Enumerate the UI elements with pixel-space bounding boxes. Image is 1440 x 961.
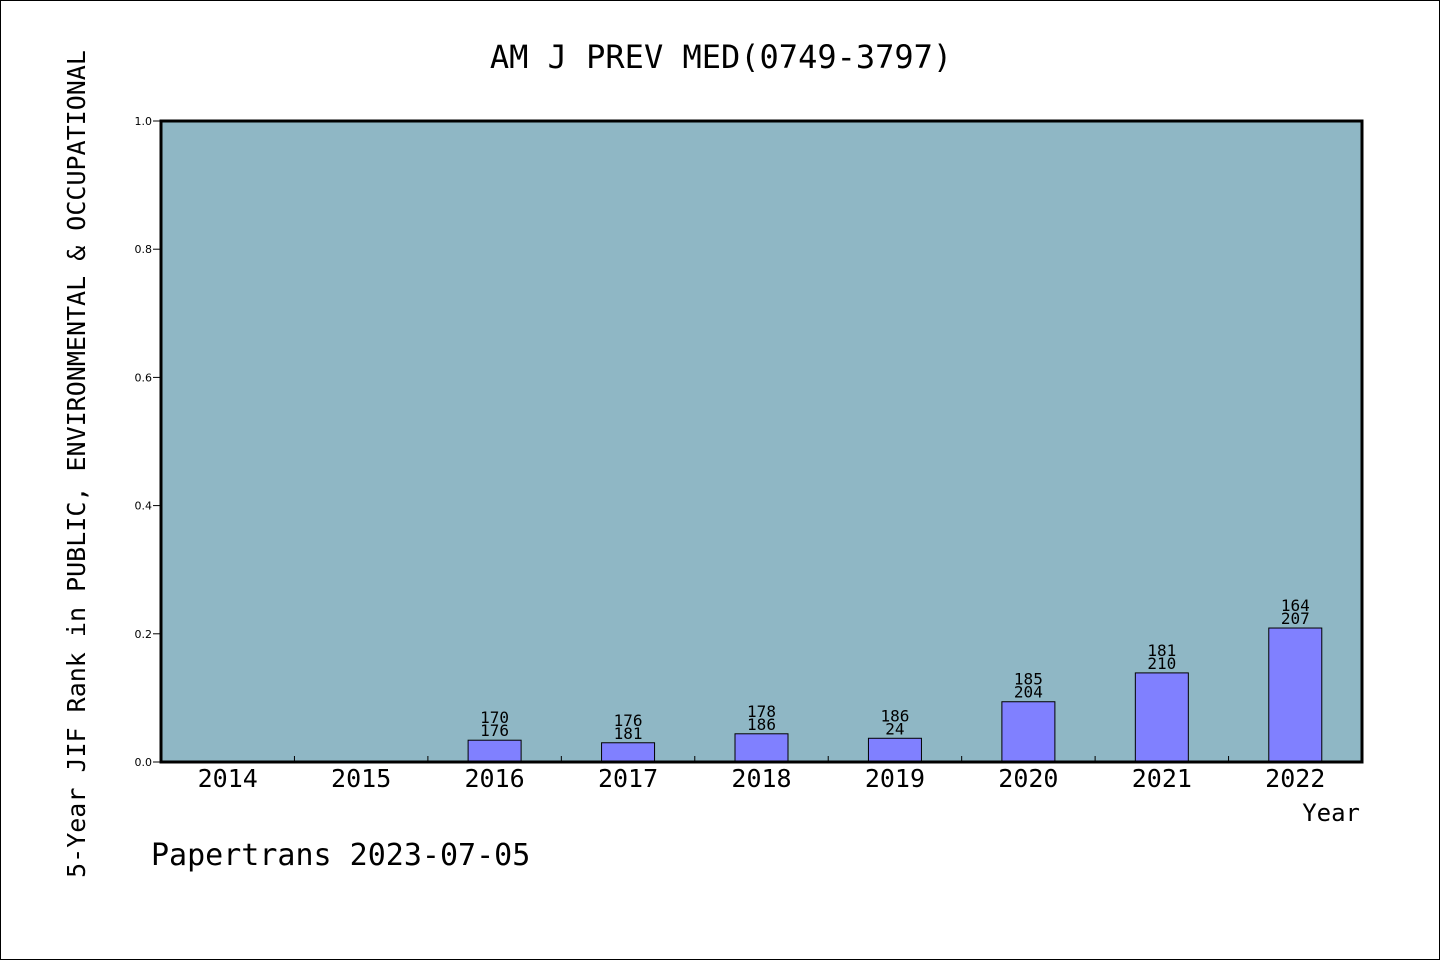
y-tick-label: 0.0 [135,756,153,769]
bar-data-label: 185 [1014,670,1043,689]
bar-data-label: 176 [480,721,509,740]
y-tick-label: 1.0 [135,115,153,128]
footer-credit: Papertrans 2023-07-05 [151,838,530,873]
bar [467,739,522,763]
bar-data-label: 204 [1014,683,1043,702]
y-axis-label: 5-Year JIF Rank in PUBLIC, ENVIRONMENTAL… [62,50,91,878]
y-tick-label: 0.4 [135,500,153,513]
bar [1268,627,1323,763]
bar-data-label: 24 [885,719,904,738]
x-tick-label: 2019 [865,764,925,793]
bar [734,733,789,763]
x-tick-label: 2014 [198,764,258,793]
plot-area [159,119,1364,764]
bar [1001,701,1056,763]
y-axis: 0.0 0.2 0.4 0.6 0.8 1.0 [135,115,161,769]
x-tick-label: 2016 [465,764,525,793]
plot-border [159,119,1364,764]
bar-data-label: 186 [747,715,776,734]
x-tick-label: 2015 [331,764,391,793]
bar-data-label: 176 [614,711,643,730]
x-axis: 2014 2015 2016 2017 2018 2019 2020 2021 2022 [198,756,1325,793]
y-tick-label: 0.6 [135,371,153,384]
bar-data-label: 170 [480,708,509,727]
y-tick-label: 0.8 [135,243,153,256]
x-axis-label: Year [1302,799,1360,827]
bar [867,737,922,763]
chart-title: AM J PREV MED(0749-3797) [490,38,952,76]
bar-data-label: 207 [1281,609,1310,628]
x-tick-label: 2020 [998,764,1058,793]
bar-data-label: 186 [880,706,909,725]
x-tick-label: 2022 [1265,764,1325,793]
bar-data-label: 181 [614,724,643,743]
bar-data-label: 181 [1147,641,1176,660]
bar-data-label: 164 [1281,596,1310,615]
bar [1134,672,1189,763]
x-tick-label: 2018 [731,764,791,793]
x-tick-label: 2017 [598,764,658,793]
x-tick-label: 2021 [1132,764,1192,793]
y-tick-label: 0.2 [135,628,153,641]
bar-data-label: 210 [1147,654,1176,673]
bar [601,742,656,763]
bar-data-label: 178 [747,702,776,721]
